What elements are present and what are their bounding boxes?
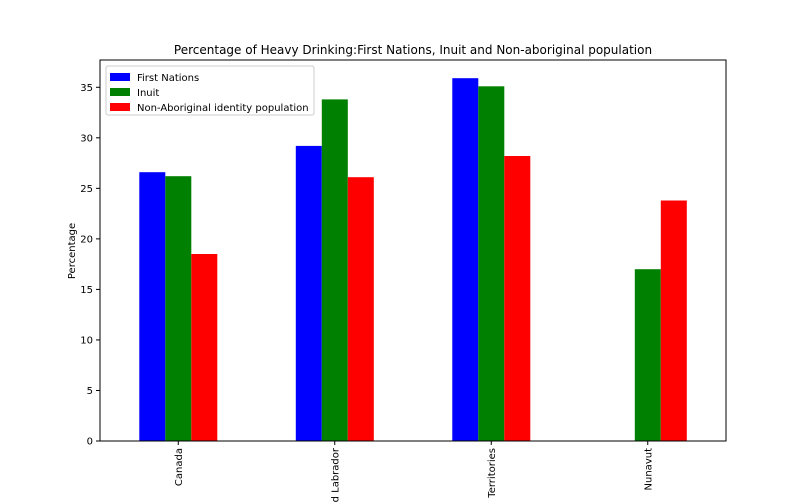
- legend-swatch: [110, 88, 130, 96]
- legend: First Nations Inuit Non-Aboriginal identit…: [105, 65, 315, 116]
- y-axis-label: Percentage: [67, 223, 78, 279]
- plot-frame: [99, 59, 727, 442]
- bar-non-aboriginal-identity-population-2: [504, 156, 531, 441]
- x-tick-label: d Labrador: [330, 447, 341, 502]
- y-tick-label: 15: [80, 285, 93, 296]
- y-tick-label: 20: [80, 234, 93, 245]
- y-tick-label: 5: [87, 386, 93, 397]
- legend-entry: First Nations: [137, 73, 199, 84]
- legend-entry: Inuit: [137, 88, 159, 99]
- legend-entry: Non-Aboriginal identity population: [137, 103, 309, 114]
- bars-group: [139, 78, 687, 442]
- bar-non-aboriginal-identity-population-3: [660, 200, 687, 441]
- legend-swatch: [110, 103, 130, 111]
- bar-inuit-0: [165, 176, 192, 441]
- x-tick-label: Nunavut: [643, 448, 654, 491]
- y-tick-label: 0: [87, 437, 93, 448]
- bar-first-nations-2: [452, 78, 479, 441]
- bar-first-nations-0: [139, 172, 166, 441]
- x-axis: Canada d Labrador Territories Nunavut: [174, 441, 654, 502]
- y-axis: 0 5 10 15 20 25 30 35: [80, 83, 100, 448]
- legend-swatch: [110, 73, 130, 81]
- y-tick-label: 25: [80, 184, 93, 195]
- y-tick-label: 10: [80, 335, 93, 346]
- bar-non-aboriginal-identity-population-0: [191, 254, 218, 441]
- x-tick-label: Canada: [174, 448, 185, 486]
- bar-inuit-3: [634, 269, 661, 441]
- bar-non-aboriginal-identity-population-1: [347, 177, 374, 441]
- y-tick-label: 30: [80, 133, 93, 144]
- chart-title: Percentage of Heavy Drinking:First Natio…: [174, 43, 652, 57]
- bar-inuit-1: [321, 99, 348, 442]
- bar-inuit-2: [478, 86, 505, 442]
- y-tick-label: 35: [80, 83, 93, 94]
- bar-first-nations-1: [295, 145, 322, 441]
- legend-box: [105, 65, 315, 116]
- x-tick-label: Territories: [487, 448, 498, 499]
